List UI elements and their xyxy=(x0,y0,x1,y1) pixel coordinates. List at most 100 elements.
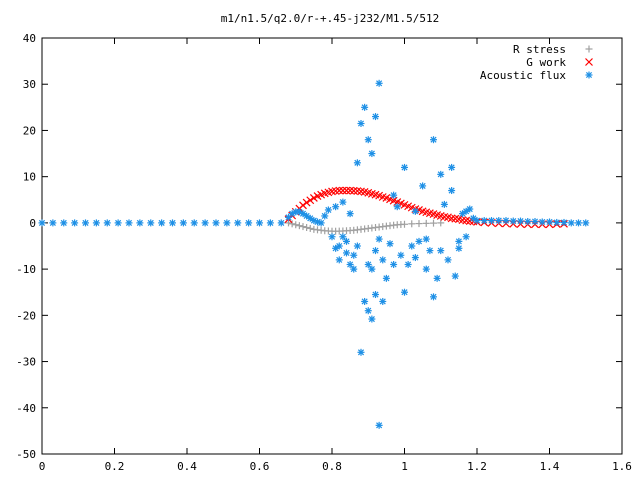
x-axis: 0 0.2 0.4 0.6 0.8 1 1.2 1.4 1.6 xyxy=(39,38,632,473)
y-tick-label: 30 xyxy=(23,78,36,91)
data-point xyxy=(299,201,307,210)
data-point xyxy=(103,219,111,227)
data-point xyxy=(560,218,568,226)
data-point xyxy=(299,223,307,231)
y-axis: 40 30 20 10 0 -10 -20 -30 -40 -50 xyxy=(16,32,622,461)
data-point xyxy=(114,219,122,227)
data-point xyxy=(306,224,314,232)
data-point xyxy=(190,219,198,227)
legend-marker xyxy=(585,71,593,79)
x-tick-label: 1.6 xyxy=(612,460,632,473)
y-tick-label: -20 xyxy=(16,309,36,322)
data-point xyxy=(256,219,263,227)
data-point xyxy=(338,186,347,195)
data-point xyxy=(245,219,253,227)
data-point xyxy=(82,219,89,227)
legend-marker xyxy=(585,45,593,53)
data-point xyxy=(357,348,365,356)
data-point xyxy=(408,242,416,250)
data-point xyxy=(288,220,296,228)
data-point xyxy=(364,136,372,144)
data-point xyxy=(422,235,430,243)
data-point xyxy=(393,203,401,211)
data-point xyxy=(582,219,590,227)
data-point xyxy=(397,251,405,259)
data-point xyxy=(415,220,423,228)
y-tick-label: 0 xyxy=(29,217,36,230)
data-point xyxy=(339,198,347,206)
x-tick-label: 0.6 xyxy=(250,460,270,473)
data-point xyxy=(437,247,445,255)
data-point xyxy=(408,220,416,228)
data-point xyxy=(179,219,187,227)
data-point xyxy=(546,218,553,226)
data-point xyxy=(440,200,448,208)
y-tick-label: -40 xyxy=(16,402,36,415)
data-point xyxy=(364,307,372,315)
data-point xyxy=(350,251,358,259)
data-point xyxy=(302,198,311,207)
x-tick-label: 0.2 xyxy=(105,460,125,473)
data-point xyxy=(71,219,79,227)
data-point xyxy=(306,196,315,205)
data-point xyxy=(575,219,582,227)
data-point xyxy=(430,219,437,227)
data-point xyxy=(517,217,524,225)
data-point xyxy=(364,260,372,268)
data-point xyxy=(422,219,430,227)
data-point xyxy=(361,103,369,111)
data-point xyxy=(430,136,437,144)
data-point xyxy=(495,217,503,225)
data-point xyxy=(455,237,463,245)
series-acoustic-flux xyxy=(38,79,590,429)
data-point xyxy=(136,219,144,227)
data-point xyxy=(350,265,358,273)
data-point xyxy=(502,217,510,225)
legend-marker xyxy=(585,58,593,66)
data-point xyxy=(38,219,46,227)
data-point xyxy=(415,237,423,245)
data-point xyxy=(386,240,394,248)
plot-area xyxy=(38,79,590,429)
data-point xyxy=(223,219,231,227)
data-point xyxy=(567,219,575,227)
data-point xyxy=(455,244,463,252)
data-point xyxy=(332,244,340,252)
series-r-stress xyxy=(285,219,445,235)
data-point xyxy=(234,219,242,227)
plot-frame xyxy=(41,37,623,455)
data-point xyxy=(332,203,340,211)
data-point xyxy=(419,182,427,190)
data-point xyxy=(390,191,398,199)
data-point xyxy=(335,186,344,195)
data-point xyxy=(353,159,361,167)
y-tick-label: -50 xyxy=(16,448,36,461)
data-point xyxy=(49,219,57,227)
data-point xyxy=(375,235,383,243)
data-point xyxy=(462,207,470,215)
data-point xyxy=(158,219,166,227)
data-point xyxy=(266,219,274,227)
x-tick-label: 0 xyxy=(39,460,46,473)
data-point xyxy=(375,79,383,87)
data-point xyxy=(328,233,336,241)
data-point xyxy=(60,219,68,227)
data-point xyxy=(339,233,347,241)
data-point xyxy=(422,265,430,273)
chart-title: m1/n1.5/q2.0/r-+.45-j232/M1.5/512 xyxy=(221,12,440,25)
legend-label: R stress xyxy=(513,43,566,56)
data-point xyxy=(346,260,354,268)
data-point xyxy=(473,217,481,225)
data-point xyxy=(411,254,419,262)
data-point xyxy=(342,186,351,195)
data-point xyxy=(390,260,398,268)
data-point xyxy=(462,233,470,241)
data-point xyxy=(343,237,350,245)
data-point xyxy=(379,256,387,264)
x-tick-label: 1.2 xyxy=(467,460,487,473)
data-point xyxy=(451,272,459,280)
data-point xyxy=(430,293,437,301)
data-point xyxy=(349,186,358,195)
